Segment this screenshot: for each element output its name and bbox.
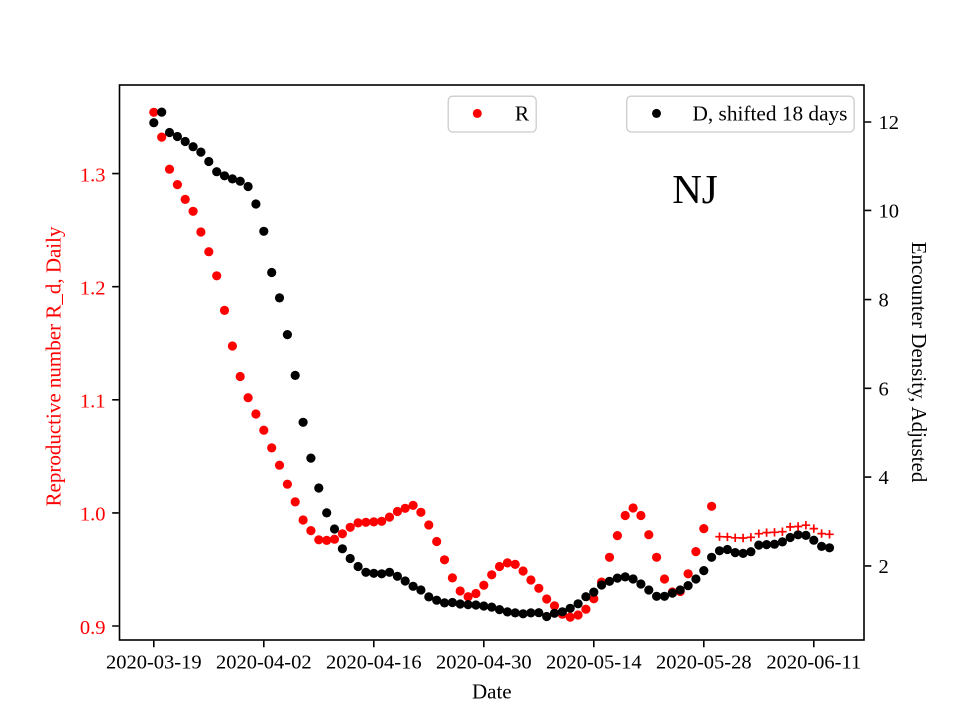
svg-text:2020-06-11: 2020-06-11 [766,652,861,674]
svg-text:10: 10 [879,200,900,222]
svg-text:1.2: 1.2 [80,278,106,300]
svg-text:2020-05-14: 2020-05-14 [546,652,642,674]
svg-text:2020-04-16: 2020-04-16 [326,652,422,674]
svg-text:Date: Date [472,679,512,703]
svg-text:2020-03-19: 2020-03-19 [106,652,202,674]
svg-text:4: 4 [879,467,889,489]
svg-text:12: 12 [879,112,900,134]
svg-text:8: 8 [879,290,889,312]
svg-text:2: 2 [879,556,889,578]
svg-text:NJ: NJ [672,166,718,212]
svg-text:2020-04-02: 2020-04-02 [216,652,312,674]
svg-text:1.0: 1.0 [80,504,106,526]
svg-text:1.1: 1.1 [80,391,106,413]
svg-text:0.9: 0.9 [80,617,106,639]
svg-text:R: R [515,101,530,125]
svg-text:1.3: 1.3 [80,164,106,186]
svg-text:2020-04-30: 2020-04-30 [436,652,532,674]
svg-text:D, shifted 18 days: D, shifted 18 days [693,101,848,125]
svg-text:2020-05-28: 2020-05-28 [656,652,752,674]
svg-text:6: 6 [879,378,889,400]
svg-text:Encounter Density, Adjusted: Encounter Density, Adjusted [907,242,931,483]
svg-text:Reproductive number R_d, Daily: Reproductive number R_d, Daily [42,226,66,506]
